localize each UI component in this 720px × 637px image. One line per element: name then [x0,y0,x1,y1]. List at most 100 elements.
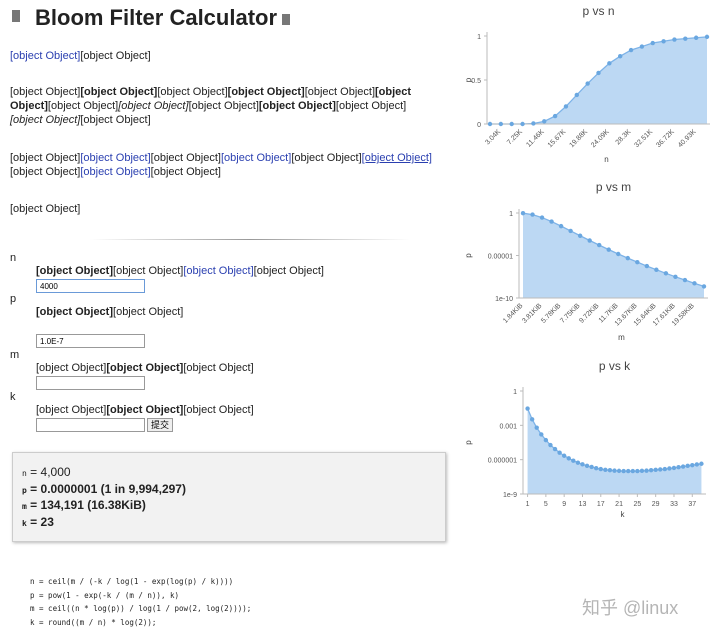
code-line: n = ceil(m / (-k / log(1 - exp(log(p) / … [30,577,234,586]
point [682,277,688,283]
text-input[interactable] [36,334,145,348]
x-tick-label: 40.93K [677,128,698,149]
text-input[interactable] [36,279,145,293]
text: [object Object] [253,265,324,277]
text: [object Object] [106,362,184,374]
result-name: n [22,469,27,478]
y-axis-label: p [464,440,473,445]
point [575,460,581,465]
y-tick-label: 1 [509,211,513,218]
result-name: p [22,485,27,495]
point [648,468,654,473]
text: [object Object] [335,100,407,112]
text-input[interactable] [36,376,145,390]
text: [object Object] [36,404,107,416]
x-tick-label: 1.84KiB [502,302,525,325]
point [625,255,630,261]
text: [object Object] [10,203,81,215]
point [557,450,562,455]
point [635,468,640,474]
chart-title: p vs m [596,180,631,194]
text: [object Object] [291,152,362,164]
text: [object Object] [157,86,228,98]
submit-button[interactable]: 提交 [147,418,174,432]
watermark: 知乎 @linux [582,598,679,618]
field-description: [object Object][object Object][object Ob… [36,404,436,417]
text: [object Object] [106,404,184,416]
area [527,408,702,494]
point [685,463,690,469]
point [607,61,612,66]
link: [object Object] [80,152,151,164]
point [667,466,672,471]
point [498,121,504,127]
point [566,456,571,461]
point [529,417,535,422]
point [552,446,558,452]
point [663,271,669,276]
result-value: = 4,000 [30,465,71,479]
text: [object Object] [113,265,184,277]
text: [object Object] [36,306,114,318]
point [650,40,655,46]
point [571,458,576,463]
point [585,81,590,86]
point [520,210,526,216]
link: [object Object] [80,166,151,178]
text-input[interactable] [36,418,145,432]
y-tick-label: 0.5 [471,78,481,85]
text: [object Object] [36,265,114,277]
point [612,468,617,473]
point [563,104,569,109]
text: [object Object] [10,152,81,164]
x-axis-label: n [604,155,608,164]
y-tick-label: 0.00001 [488,254,513,261]
point [693,35,699,40]
paragraph: [object Object][object Object][object Ob… [10,151,438,179]
text: [object Object] [150,152,221,164]
point [577,233,583,238]
chart-title: p vs n [582,4,614,18]
point [607,468,613,473]
point [531,121,536,126]
field-letter: p [10,293,17,305]
point [552,113,558,119]
point [574,92,579,98]
point [589,464,594,470]
point [487,121,493,127]
y-tick-label: 0.000001 [488,458,517,465]
chart-title: p vs k [599,359,631,373]
x-tick-label: 3.81KiB [521,302,544,325]
point [618,54,623,59]
text: [object Object] [80,50,151,62]
point [606,247,611,252]
result-name: k [22,518,27,528]
point [587,238,592,243]
point [628,47,634,53]
x-tick-label: 5.78KiB [540,302,563,325]
text: [object Object] [80,86,158,98]
field-description: [object Object][object Object][object Ob… [36,362,436,375]
y-tick-label: 1e-9 [503,492,517,499]
area [523,213,704,298]
point [596,70,601,76]
icon [12,10,20,22]
y-axis-label: p [464,77,473,82]
point [683,36,688,41]
point [548,442,553,448]
y-tick-label: 1e-10 [495,296,513,303]
point [598,466,603,472]
x-axis-label: m [618,333,625,342]
y-axis-label: p [464,253,473,258]
point [676,464,681,470]
text: [object Object] [304,86,376,98]
point [699,461,704,466]
x-tick-label: 5 [544,501,548,508]
point [658,467,663,472]
point [621,468,626,474]
text: [object Object] [258,100,336,112]
point [635,259,640,265]
x-tick-label: 19.88K [568,128,589,149]
point [654,267,659,272]
point [672,37,677,42]
